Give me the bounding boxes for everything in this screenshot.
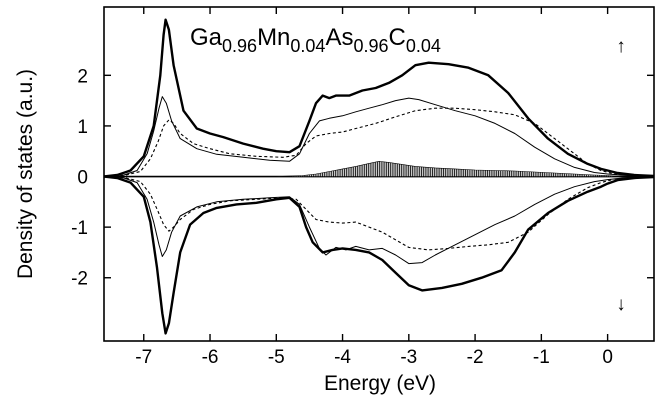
x-tick-label: -6: [202, 347, 219, 368]
axis-ticks: -7 -6 -5 -4 -3 -2 -1 0 -2 -1 0 1 2: [71, 7, 654, 368]
title-part: Mn: [257, 24, 290, 51]
x-tick-label: -7: [135, 347, 152, 368]
x-tick-label: -5: [268, 347, 285, 368]
y-axis-label: Density of states (a.u.): [14, 69, 37, 279]
x-tick-label: -1: [533, 347, 550, 368]
x-tick-label: -4: [334, 347, 351, 368]
series-partial-thin-up: [104, 96, 654, 177]
title-part: 0.04: [406, 36, 441, 56]
y-tick-label: 2: [77, 66, 88, 87]
y-tick-label: 1: [77, 117, 88, 138]
x-tick-label: -3: [400, 347, 417, 368]
title-part: 0.04: [290, 36, 325, 56]
y-tick-label: -1: [71, 218, 88, 239]
title-part: As: [325, 24, 353, 51]
series-partial-dotted-up: [104, 107, 654, 178]
title-part: 0.96: [353, 36, 388, 56]
title-part: Ga: [190, 24, 223, 51]
title-part: 0.96: [222, 36, 257, 56]
plot-frame: [103, 6, 655, 342]
series-partial-thin-down: [104, 176, 654, 265]
chart-title: Ga0.96Mn0.04As0.96C0.04: [190, 24, 441, 56]
series-partial-dotted-down: [104, 175, 654, 251]
x-tick-label: 0: [602, 347, 613, 368]
x-axis-label: Energy (eV): [324, 372, 436, 395]
y-tick-label: -2: [71, 269, 88, 290]
plot-area: [104, 18, 654, 335]
spin-down-arrow: ↓: [616, 294, 626, 315]
x-tick-label: -2: [467, 347, 484, 368]
series-total-up: [104, 18, 654, 178]
spin-up-arrow: ↑: [616, 36, 626, 57]
y-tick-label: 0: [77, 168, 88, 189]
title-part: C: [389, 24, 406, 51]
hatch-lines: [278, 161, 620, 177]
series-total-down: [104, 175, 654, 335]
